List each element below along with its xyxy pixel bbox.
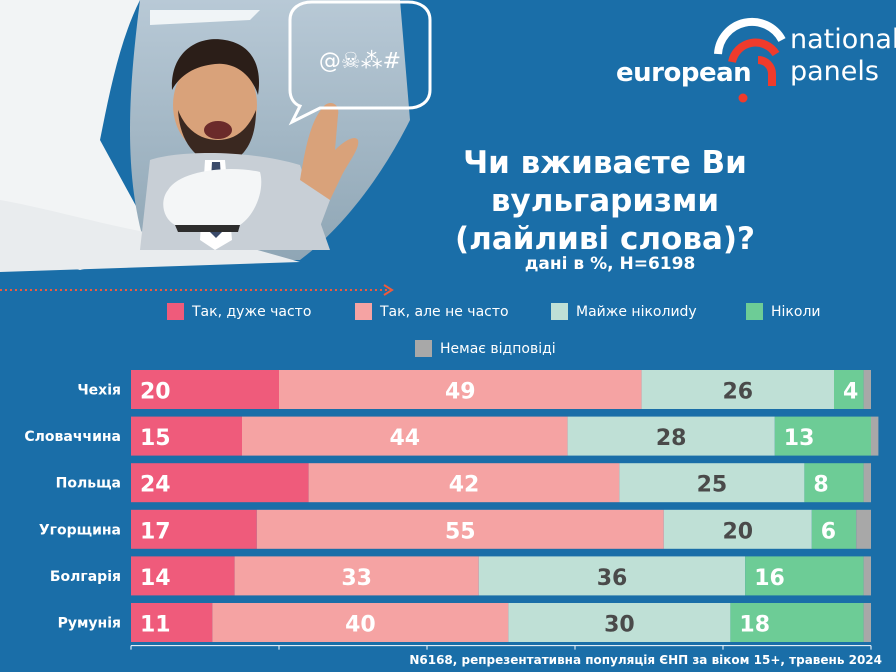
data-label: 6: [821, 519, 836, 544]
bar-segment: [279, 370, 642, 409]
legend-item: Немає відповіді: [415, 340, 556, 357]
legend-swatch: [551, 303, 568, 320]
data-label: 14: [140, 566, 171, 591]
data-label: 49: [445, 380, 476, 405]
data-label: 55: [445, 519, 476, 544]
data-label: 44: [389, 426, 420, 451]
legend-label: Майже ніколиdу: [576, 303, 697, 320]
bar-segment: [619, 463, 805, 503]
category-label: Румунія: [58, 616, 121, 632]
bar-segment: [242, 416, 568, 456]
data-label: 15: [140, 426, 171, 451]
data-label: 20: [140, 380, 171, 405]
bar-segment: [663, 509, 812, 549]
bar-segment: [811, 509, 857, 549]
data-label: 36: [597, 566, 628, 591]
bar-segment: [131, 416, 242, 456]
bar-segment: [567, 416, 775, 456]
legend-swatch: [355, 303, 372, 320]
legend-label: Так, дуже часто: [192, 303, 312, 320]
stacked-bar-chart: Чехія 20 49 26 4 Словаччина 15 44 28 13 Польща 24 42…: [24, 370, 879, 650]
speech-bubble-text: @☠⁂#: [319, 49, 401, 74]
data-label: 25: [697, 473, 728, 498]
data-label: 24: [140, 473, 171, 498]
bar-segment: [256, 509, 664, 549]
bar-segment: [863, 463, 871, 503]
bar-segment: [131, 509, 257, 549]
bar-segment: [212, 603, 509, 642]
bar-segment: [508, 603, 731, 642]
legend-label: Немає відповіді: [440, 340, 556, 357]
data-label: 26: [722, 380, 753, 405]
dotted-arrow-icon: [0, 284, 394, 296]
logo-national: national: [790, 24, 896, 55]
bar-segment: [641, 370, 834, 409]
bar-segment: [131, 603, 213, 642]
chart-title-line: (лайливі слова)?: [454, 221, 756, 257]
chart-title: Чи вживаєте Ви вульгаризми (лайливі слов…: [400, 144, 810, 258]
data-label: 8: [813, 473, 828, 498]
legend-label: Так, але не часто: [380, 303, 509, 320]
data-label: 18: [739, 613, 770, 638]
european-national-panels-logo: european national panels: [600, 10, 896, 110]
bar-segment: [308, 463, 620, 503]
bar-segment: [871, 416, 879, 456]
bar-segment: [863, 603, 871, 642]
bar-segment: [745, 556, 864, 596]
category-label: Словаччина: [24, 429, 121, 445]
category-label: Польща: [56, 476, 121, 492]
data-label: 40: [345, 613, 376, 638]
legend-label: Ніколи: [771, 303, 821, 320]
data-label: 4: [843, 380, 858, 405]
chart-title-line: вульгаризми: [490, 183, 720, 219]
bar-segment: [856, 509, 871, 549]
data-label: 30: [604, 613, 635, 638]
data-label: 33: [341, 566, 372, 591]
chart-title-line: Чи вживаєте Ви: [463, 145, 747, 181]
legend-item: Ніколи: [746, 303, 821, 320]
legend-item: Майже ніколиdу: [551, 303, 697, 320]
data-label: 13: [784, 426, 815, 451]
chart-subtitle: дані в %, Н=6198: [524, 254, 696, 274]
bar-segment: [863, 370, 871, 409]
bar-segment: [131, 370, 279, 409]
legend-swatch: [415, 340, 432, 357]
data-label: 42: [449, 473, 480, 498]
category-label: Угорщина: [39, 522, 121, 538]
bar-segment: [478, 556, 746, 596]
bar-segment: [131, 556, 235, 596]
data-label: 28: [656, 426, 687, 451]
legend-item: Так, дуже часто: [167, 303, 311, 320]
category-label: Чехія: [77, 383, 121, 399]
footnote: N6168, репрезентативна популяція ЄНП за …: [409, 653, 882, 667]
logo-european: european: [616, 58, 752, 88]
bar-segment: [863, 556, 871, 596]
speech-bubble: [288, 0, 432, 126]
bar-segment: [774, 416, 871, 456]
photo-illustration: @☠⁂#: [0, 0, 432, 272]
legend-item: Так, але не часто: [355, 303, 509, 320]
bar-segment: [234, 556, 479, 596]
data-label: 16: [754, 566, 785, 591]
bar-segment: [804, 463, 864, 503]
category-label: Болгарія: [50, 569, 121, 585]
data-label: 20: [722, 519, 753, 544]
legend-swatch: [746, 303, 763, 320]
legend-swatch: [167, 303, 184, 320]
face-shape: [173, 55, 257, 155]
data-label: 11: [140, 613, 171, 638]
data-label: 17: [140, 519, 171, 544]
logo-panels: panels: [790, 56, 879, 87]
bar-segment: [834, 370, 864, 409]
chart-legend: Так, дуже часто Так, але не часто Майже …: [0, 300, 896, 360]
bar-segment: [131, 463, 309, 503]
bar-segment: [730, 603, 864, 642]
